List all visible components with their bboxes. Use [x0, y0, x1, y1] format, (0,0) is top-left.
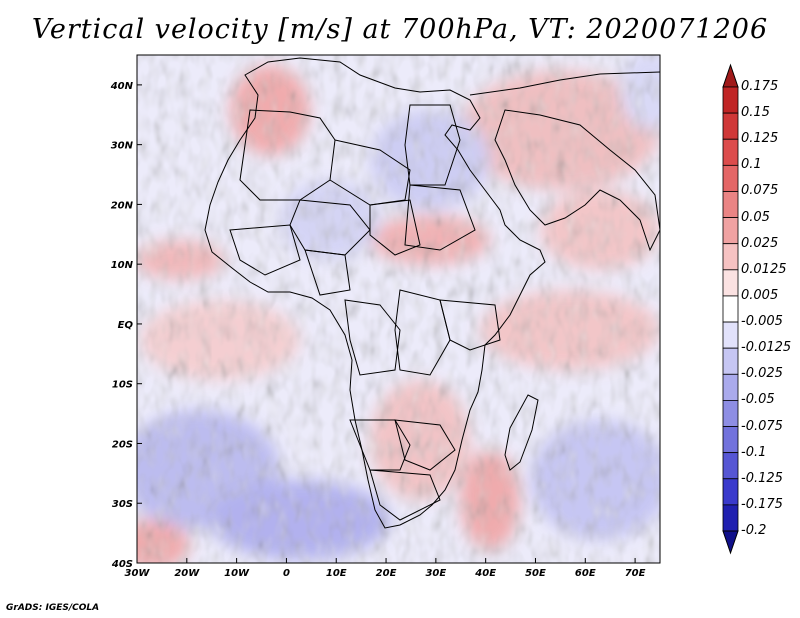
colorbar-segment [722, 478, 739, 506]
colorbar-level-label: -0.005 [741, 314, 783, 330]
y-tick-label: 30S [112, 499, 133, 510]
colorbar-level-label: -0.125 [741, 470, 783, 486]
x-axis-ticks: 30W 20W 10W 0 10E 20E 30E 40E 50E 60E 70E [125, 558, 646, 579]
colorbar-segment [722, 269, 739, 297]
colorbar-level-label: 0.025 [741, 235, 779, 251]
colorbar-segment [722, 373, 739, 401]
colorbar-segment [722, 191, 739, 218]
colorbar-level-label: 0.1 [741, 157, 762, 173]
y-tick-label: 40S [111, 559, 133, 570]
colorbar-level-label: 0.175 [741, 79, 779, 94]
colorbar-level-label: 0.0125 [741, 261, 787, 277]
colorbar-segment [722, 295, 739, 323]
x-tick-label: 30E [425, 568, 446, 579]
colorbar-segment [722, 347, 739, 375]
colorbar-segment [722, 217, 739, 245]
colorbar [722, 63, 739, 555]
x-tick-label: 0 [283, 568, 290, 579]
colorbar-level-label: 0.005 [741, 287, 779, 303]
y-tick-label: EQ [118, 320, 134, 331]
x-tick-label: 60E [575, 568, 596, 579]
colorbar-level-label: 0.125 [741, 131, 779, 147]
x-tick-label: 30W [125, 568, 151, 579]
colorbar-segment [722, 243, 739, 271]
colorbar-level-label: -0.075 [741, 418, 783, 434]
x-tick-label: 40E [474, 568, 496, 579]
colorbar-segment [722, 321, 739, 349]
colorbar-level-label: -0.025 [741, 366, 783, 382]
y-tick-label: 20N [111, 200, 134, 211]
colorbar-segment [722, 86, 739, 114]
colorbar-level-label: -0.2 [741, 523, 767, 538]
x-tick-label: 10W [224, 568, 250, 579]
plot-frame [136, 54, 661, 564]
colorbar-segment [722, 400, 739, 427]
y-tick-label: 40N [110, 81, 134, 92]
grads-credit: GrADS: IGES/COLA [6, 603, 100, 613]
velocity-field [137, 55, 660, 563]
colorbar-level-label: -0.05 [741, 392, 775, 408]
colorbar-bottom-triangle [722, 530, 739, 555]
x-tick-label: 20E [376, 568, 397, 579]
colorbar-level-label: 0.075 [741, 183, 779, 199]
colorbar-segment [722, 164, 739, 192]
colorbar-segment [722, 426, 739, 454]
colorbar-top-triangle [722, 63, 739, 88]
colorbar-level-label: 0.05 [741, 209, 770, 225]
y-axis-ticks: 40N 30N 20N 10N EQ 10S 20S 30S 40S [110, 81, 142, 570]
colorbar-level-label: 0.15 [741, 105, 770, 121]
y-tick-label: 20S [112, 439, 133, 450]
y-tick-label: 30N [111, 141, 134, 152]
colorbar-level-label: -0.175 [741, 496, 783, 512]
y-tick-label: 10S [112, 380, 133, 391]
x-tick-label: 50E [525, 568, 546, 579]
colorbar-segment [722, 112, 739, 140]
colorbar-segment [722, 138, 739, 166]
colorbar-segment [722, 452, 739, 480]
coastlines [204, 57, 660, 529]
colorbar-level-label: -0.0125 [741, 340, 792, 356]
x-tick-label: 70E [625, 568, 646, 579]
x-tick-label: 10E [326, 568, 347, 579]
x-tick-label: 20W [174, 568, 200, 579]
y-tick-label: 10N [111, 260, 134, 271]
colorbar-segment [722, 504, 739, 532]
map-title: Vertical velocity [m/s] at 700hPa, VT: 2… [31, 14, 769, 45]
colorbar-level-label: -0.1 [741, 444, 767, 460]
